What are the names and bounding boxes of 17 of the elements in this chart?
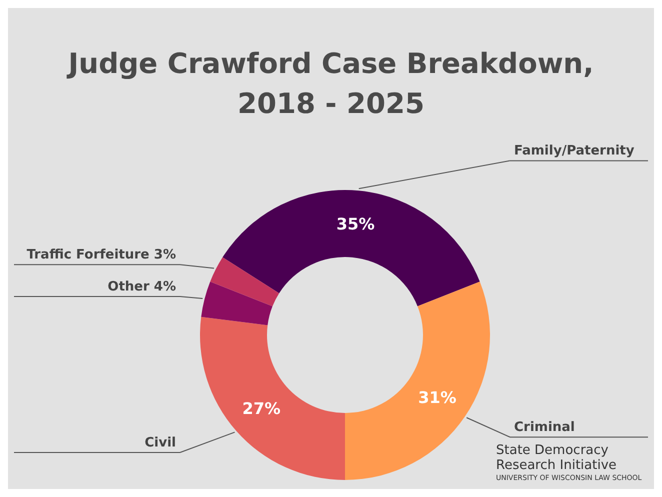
data-label: 4% bbox=[154, 279, 176, 294]
data-label: 27% bbox=[242, 399, 281, 418]
data-label: 3% bbox=[154, 248, 176, 263]
chart-title: Judge Crawford Case Breakdown, 2018 - 2025 bbox=[66, 46, 595, 122]
slice-label: Criminal bbox=[514, 420, 575, 436]
donut-slice bbox=[201, 282, 272, 326]
donut-slice bbox=[222, 190, 480, 306]
slice-label: Family/Paternity bbox=[514, 144, 635, 159]
text: State Democracy Research Initiative bbox=[496, 443, 618, 473]
donut-slice bbox=[210, 257, 280, 306]
data-label: 35% bbox=[336, 214, 375, 234]
slice-label: Civil bbox=[144, 436, 176, 451]
slice-label: Other bbox=[108, 279, 150, 294]
slice-label: Traffic Forfeiture bbox=[26, 248, 150, 263]
donut-slice bbox=[200, 316, 345, 480]
data-label: 31% bbox=[418, 388, 456, 408]
donut-slice bbox=[345, 282, 490, 480]
